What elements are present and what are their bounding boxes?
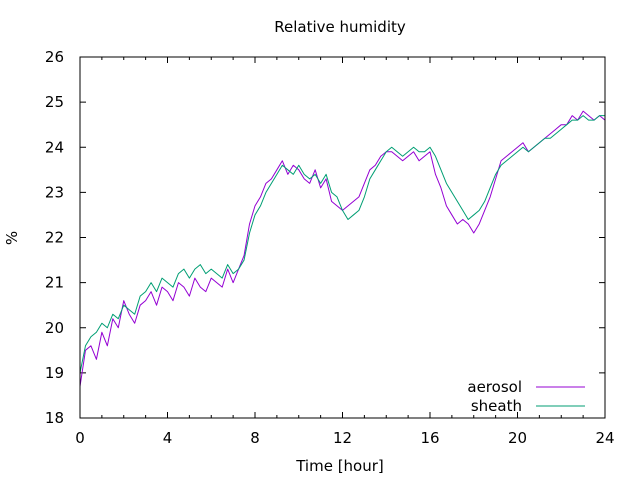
x-tick-label: 24 (595, 429, 614, 447)
y-tick-label: 20 (45, 319, 64, 337)
x-tick-label: 4 (163, 429, 173, 447)
x-tick-label: 8 (250, 429, 260, 447)
y-tick-label: 19 (45, 364, 64, 382)
y-tick-label: 26 (45, 48, 64, 66)
y-axis-label: % (3, 231, 21, 245)
series-line-sheath (79, 115, 605, 373)
x-tick-label: 0 (75, 429, 85, 447)
y-tick-label: 24 (45, 138, 64, 156)
x-tick-label: 16 (420, 429, 439, 447)
x-tick-label: 12 (333, 429, 352, 447)
x-axis-label: Time [hour] (295, 457, 384, 475)
y-tick-label: 25 (45, 93, 64, 111)
data-series (79, 110, 606, 387)
y-tick-label: 22 (45, 229, 64, 247)
chart-title: Relative humidity (274, 18, 406, 36)
plot-frame (79, 56, 606, 419)
x-tick-label: 20 (508, 429, 527, 447)
axes: 0 4 8 12 16 20 24 18 19 20 21 22 23 24 25 26 (45, 48, 615, 447)
y-tick-label: 18 (45, 409, 64, 427)
y-tick-label: 21 (45, 274, 64, 292)
y-tick-label: 23 (45, 183, 64, 201)
legend-label-sheath: sheath (471, 397, 522, 415)
legend-label-aerosol: aerosol (467, 378, 522, 396)
series-line-aerosol (79, 110, 606, 387)
